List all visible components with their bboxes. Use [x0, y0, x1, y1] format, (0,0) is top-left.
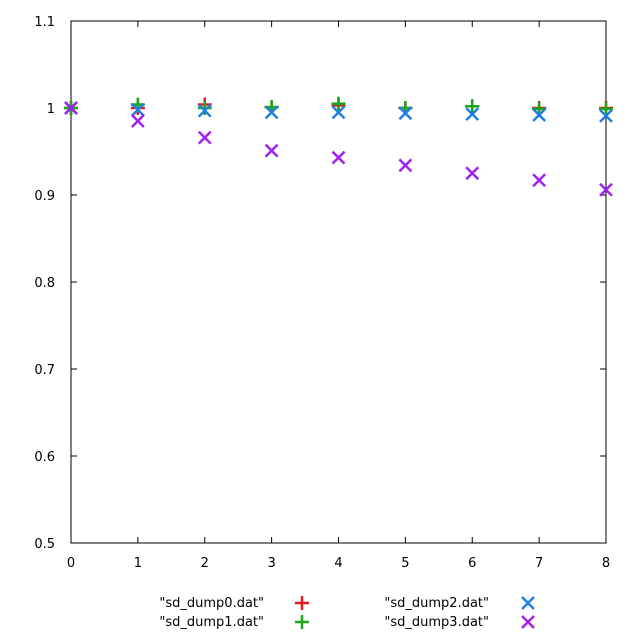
data-point [264, 105, 279, 120]
data-point [465, 107, 480, 121]
series-3 [64, 101, 613, 197]
legend: "sd_dump0.dat" "sd_dump1.dat" "sd_dump2.da… [159, 596, 535, 630]
x-tick-label: 7 [535, 556, 543, 571]
series-layer [64, 96, 613, 197]
data-point-mark [398, 158, 413, 173]
data-point [398, 106, 413, 121]
data-point [197, 103, 212, 118]
y-tick-label: 1.1 [34, 15, 55, 30]
legend-item: "sd_dump0.dat" [159, 596, 309, 611]
data-point [64, 101, 78, 115]
data-point-mark [130, 114, 145, 128]
data-point [197, 101, 212, 115]
data-point [197, 130, 212, 145]
x-tick-label: 6 [468, 556, 476, 571]
legend-item: "sd_dump2.dat" [384, 596, 535, 611]
x-tick-label: 0 [67, 556, 75, 571]
data-point [532, 173, 547, 188]
data-point-mark [532, 173, 547, 188]
x-tick-label: 1 [134, 556, 142, 571]
legend-marker [521, 615, 535, 629]
x-axis: 0 1 2 3 4 5 6 7 8 [67, 21, 610, 571]
y-tick-label: 0.9 [34, 189, 55, 204]
data-point [599, 108, 613, 123]
data-point-mark [197, 103, 212, 118]
data-point-mark [130, 102, 145, 117]
y-tick-label: 0.7 [34, 363, 55, 378]
y-axis: 0.5 0.6 0.7 0.8 0.9 1 1.1 [34, 15, 606, 552]
data-point [331, 150, 346, 165]
y-tick-label: 1 [47, 102, 55, 117]
x-tick-label: 8 [602, 556, 610, 571]
data-point-mark [465, 166, 480, 181]
data-point-mark [599, 108, 613, 123]
data-point [264, 143, 279, 158]
legend-item: "sd_dump1.dat" [159, 615, 309, 630]
data-point [599, 182, 613, 197]
data-point [130, 114, 145, 128]
data-point-mark [398, 106, 413, 121]
y-tick-label: 0.6 [34, 450, 55, 465]
y-tick-label: 0.8 [34, 276, 55, 291]
legend-item: "sd_dump3.dat" [384, 615, 535, 630]
data-point [465, 99, 480, 114]
data-point [130, 102, 145, 117]
data-point-mark [264, 143, 279, 158]
x-tick-label: 3 [267, 556, 275, 571]
legend-label: "sd_dump2.dat" [384, 596, 489, 611]
legend-label: "sd_dump0.dat" [159, 596, 264, 611]
data-point-mark [331, 105, 346, 120]
x-tick-label: 4 [334, 556, 342, 571]
data-point [398, 158, 413, 173]
data-point-mark [331, 150, 346, 165]
data-point-mark [599, 182, 613, 197]
data-point-mark [465, 107, 480, 121]
data-point [532, 108, 547, 122]
data-point-mark [197, 130, 212, 145]
y-tick-label: 0.5 [34, 537, 55, 552]
x-tick-label: 2 [201, 556, 209, 571]
data-point [331, 96, 346, 111]
data-point [331, 105, 346, 120]
data-point-mark [64, 101, 78, 115]
x-tick-label: 5 [401, 556, 409, 571]
data-point [599, 101, 613, 116]
legend-marker [521, 596, 535, 610]
data-point-mark [264, 105, 279, 120]
legend-label: "sd_dump3.dat" [384, 615, 489, 630]
data-point [465, 166, 480, 181]
legend-label: "sd_dump1.dat" [159, 615, 264, 630]
data-point-mark [532, 108, 547, 122]
